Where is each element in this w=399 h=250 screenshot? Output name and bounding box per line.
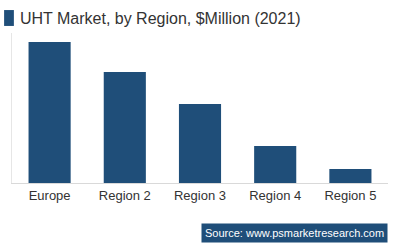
svg-text:Region 3: Region 3 <box>174 188 226 203</box>
svg-text:Region 2: Region 2 <box>99 188 151 203</box>
svg-text:Europe: Europe <box>29 188 71 203</box>
svg-text:Source: www.psmarketresearch.c: Source: www.psmarketresearch.com <box>205 227 384 239</box>
svg-text:UHT Market, by Region, $Millio: UHT Market, by Region, $Million (2021) <box>20 10 301 27</box>
svg-text:Region 5: Region 5 <box>324 188 376 203</box>
svg-text:Region 4: Region 4 <box>249 188 301 203</box>
